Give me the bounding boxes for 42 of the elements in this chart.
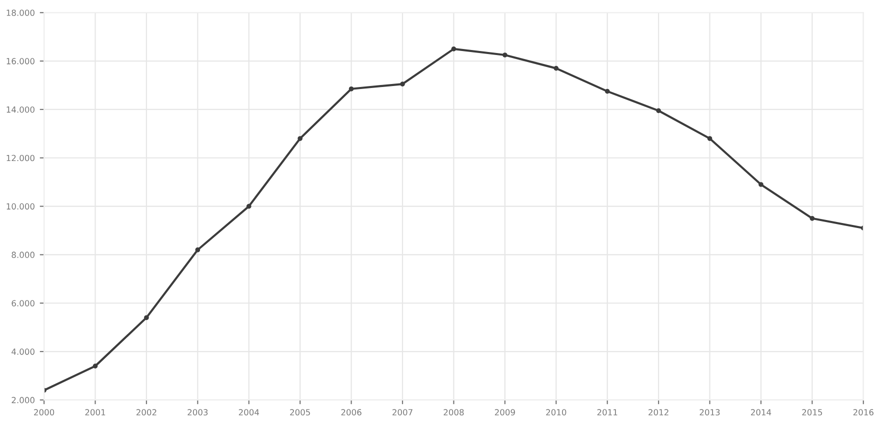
point <box>246 204 252 209</box>
point <box>451 46 456 52</box>
x-tick-label: 2010 <box>546 409 566 416</box>
x-tick-label: 2009 <box>494 409 515 416</box>
point <box>400 82 405 86</box>
x-tick-label: 2015 <box>802 409 822 416</box>
y-tick-label: 10.000 <box>6 203 34 210</box>
x-tick-label: 2003 <box>188 409 208 416</box>
x-tick-label: 2000 <box>34 409 54 416</box>
x-tick-label: 2014 <box>750 409 772 416</box>
point <box>298 136 303 141</box>
x-tick-label: 2002 <box>136 409 156 416</box>
line-series <box>44 46 864 393</box>
y-tick-label: 4.000 <box>12 348 34 355</box>
point <box>502 52 508 58</box>
x-tick-label: 2013 <box>700 409 720 416</box>
x-tick-label: 2016 <box>853 409 874 416</box>
point <box>604 88 610 94</box>
point <box>348 86 354 92</box>
y-tick-label: 18.000 <box>6 10 34 16</box>
y-tick-label: 8.000 <box>12 252 34 258</box>
y-tick-label: 12.000 <box>6 154 34 162</box>
x-tick-label: 2012 <box>648 409 668 416</box>
point <box>758 182 764 187</box>
y-tick-label: 2.000 <box>12 396 34 404</box>
point <box>195 247 200 252</box>
x-tick-label: 2008 <box>444 409 464 416</box>
x-tick-label: 2006 <box>341 409 362 416</box>
x-tick-label: 2004 <box>238 409 260 416</box>
point <box>656 108 661 114</box>
point <box>810 216 815 221</box>
y-tick-label: 16.000 <box>6 58 34 64</box>
y-tick-label: 14.000 <box>6 106 34 113</box>
x-tick-label: 2005 <box>290 409 310 416</box>
point <box>554 66 559 71</box>
point <box>707 136 712 141</box>
x-tick-label: 2007 <box>392 409 412 416</box>
point <box>92 364 98 368</box>
x-tick-label: 2011 <box>597 409 618 416</box>
point <box>144 315 149 320</box>
y-tick-label: 6.000 <box>12 300 34 306</box>
x-tick-label: 2001 <box>85 409 106 416</box>
